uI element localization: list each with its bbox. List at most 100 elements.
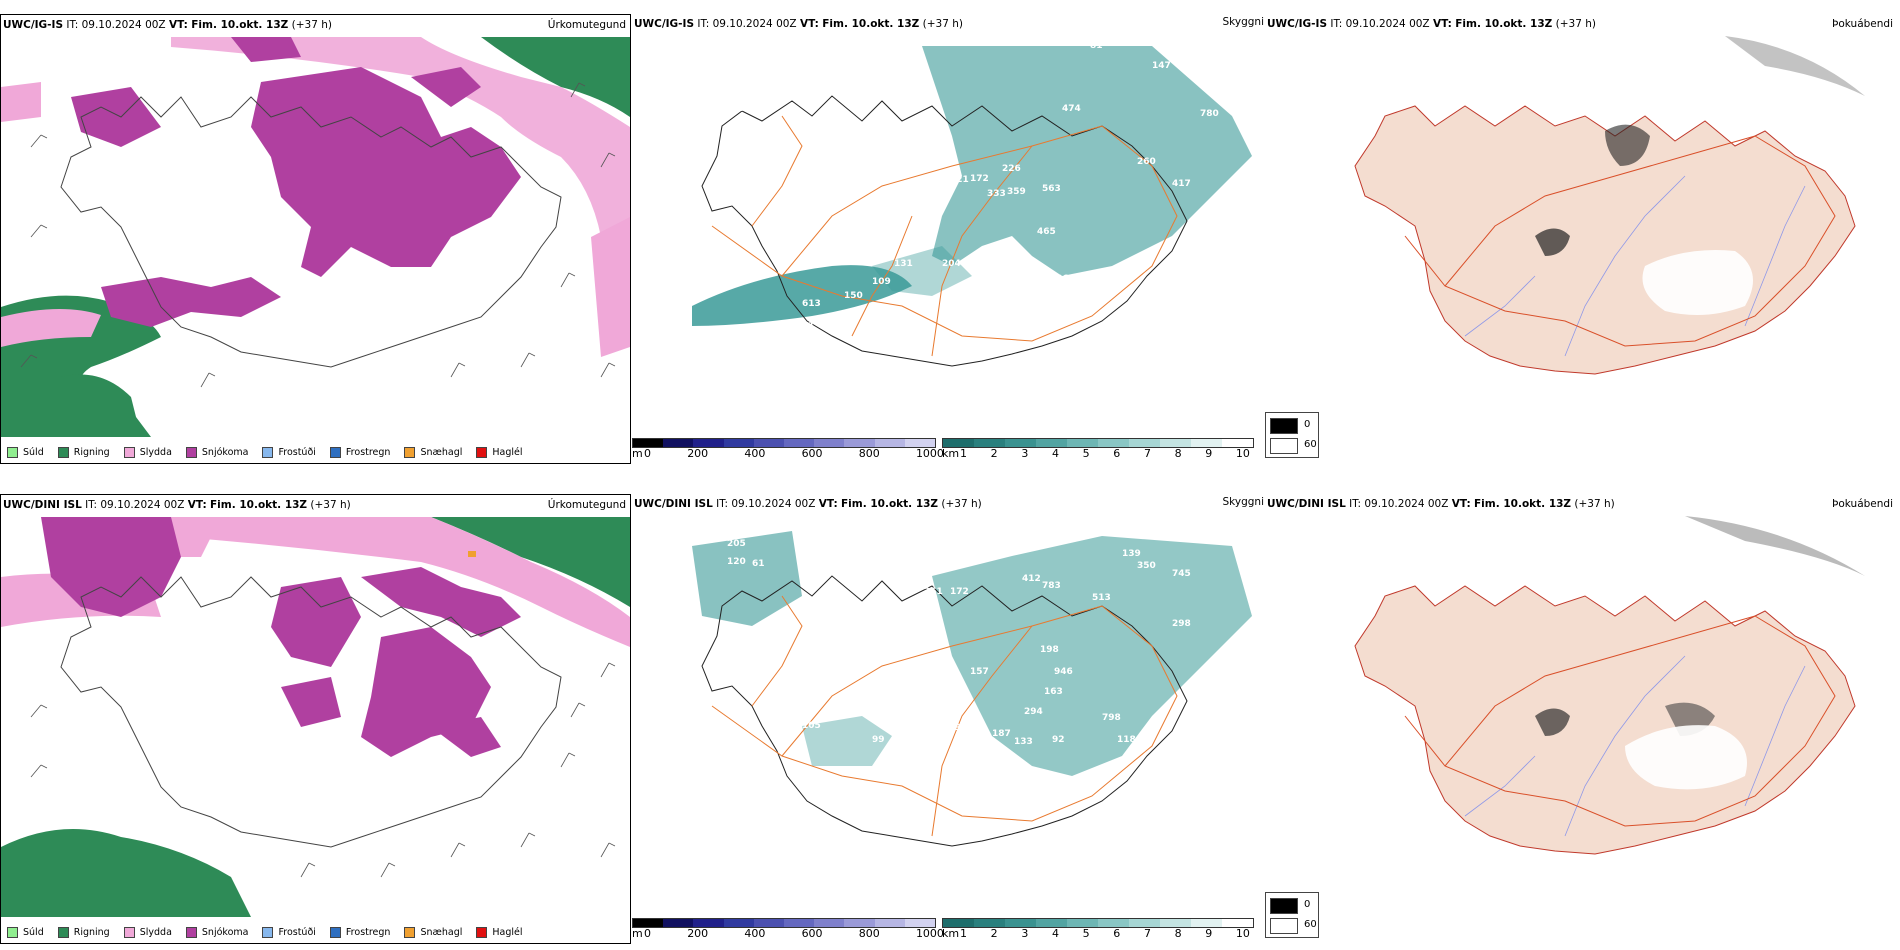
tick-label: 2 (990, 447, 998, 460)
valid-time: Fim. 10.okt. 13Z (841, 498, 939, 510)
panel-header: UWC/IG-IS IT: 09.10.2024 00Z VT: Fim. 10… (634, 18, 963, 30)
sleet-area (1, 82, 41, 122)
fog-label-dark: 0 (1304, 899, 1311, 910)
legend-item: Snjókoma (185, 447, 248, 458)
tick-label: 400 (744, 927, 766, 940)
snow-area (231, 37, 301, 62)
it-label: IT: (697, 18, 710, 30)
legend-label: Frostregn (345, 447, 391, 458)
fog-area (1625, 725, 1747, 790)
sleet-area (468, 551, 476, 557)
vis-label: 163 (1044, 687, 1063, 697)
legend-label: Rigning (73, 447, 110, 458)
vis-label: 109 (872, 277, 891, 287)
vt-label: VT: (799, 18, 819, 30)
legend-swatch (476, 927, 488, 938)
vis-label: 150 (844, 291, 863, 301)
legend-label: Haglél (492, 447, 523, 458)
fog-legend-bottom: 0 60 (1265, 892, 1319, 938)
lead-time: (+37 h) (1555, 18, 1596, 30)
tick-label: 6 (1113, 447, 1121, 460)
meter-unit: m (632, 927, 643, 940)
vis-label: 221 (950, 175, 969, 185)
legend-swatch (262, 927, 274, 938)
vis-label: 613 (802, 299, 821, 309)
legend-swatch (329, 447, 341, 458)
vis-label: 513 (1092, 593, 1111, 603)
legend-item: Snjókoma (185, 927, 248, 938)
low-visibility-area (872, 246, 972, 296)
legend-label: Frostregn (345, 927, 391, 938)
it-label: IT: (716, 498, 729, 510)
snow-area (71, 87, 161, 147)
legend-item: Snæhagl (404, 927, 462, 938)
legend-swatch (185, 927, 197, 938)
lead-time: (+37 h) (291, 19, 332, 31)
vis-label: 251 (924, 587, 943, 597)
fog-legend-top: 0 60 (1265, 412, 1319, 458)
vt-label: VT: (1432, 18, 1452, 30)
tick-label: 1 (960, 927, 967, 940)
km-unit: km (942, 927, 960, 940)
vis-label: 61 (752, 559, 765, 569)
vis-label: 118 (1117, 735, 1136, 745)
legend-item: Frostúði (262, 447, 316, 458)
meter-colorbar (632, 438, 936, 448)
visibility-value-labels: 215 81 147 638 474 780 221 172 226 563 3… (732, 37, 1219, 331)
visibility-map-top: 215 81 147 638 474 780 221 172 226 563 3… (692, 37, 1252, 367)
panel-title: Þokuábendi (1832, 18, 1893, 30)
meter-ticks: 0 200 400 600 800 1000 (644, 447, 944, 460)
fog-swatch-dark (1270, 898, 1298, 914)
vis-label: 81 (1090, 41, 1103, 51)
tick-label: 400 (744, 447, 766, 460)
legend-label: Snæhagl (420, 447, 463, 458)
rain-area (1, 829, 251, 917)
sleet-area (181, 517, 630, 647)
tick-label: 4 (1051, 927, 1059, 940)
vis-label: 99 (872, 735, 885, 745)
it-label: IT: (1330, 18, 1343, 30)
legend-swatch (185, 447, 197, 458)
legend-item: Frostúði (262, 927, 316, 938)
panel-header: UWC/DINI ISL IT: 09.10.2024 00Z VT: Fim.… (634, 498, 982, 510)
tick-label: 8 (1174, 447, 1182, 460)
tick-label: 0 (644, 447, 651, 460)
rain-area (481, 37, 630, 117)
fog-label-light: 60 (1304, 439, 1317, 450)
vis-label: 780 (1200, 109, 1219, 119)
legend-label: Slydda (139, 927, 172, 938)
snow-area (251, 67, 521, 277)
fog-swatch-dark (1270, 418, 1298, 434)
legend-item: Frostregn (329, 447, 391, 458)
legend-label: Snæhagl (420, 927, 463, 938)
model-name: UWC/DINI ISL (3, 499, 82, 511)
precip-map-bottom (1, 517, 630, 917)
tick-label: 200 (687, 927, 709, 940)
panel-header: UWC/IG-IS IT: 09.10.2024 00Z VT: Fim. 10… (3, 19, 332, 31)
sleet-area (591, 217, 630, 357)
precip-type-panel-top: UWC/IG-IS IT: 09.10.2024 00Z VT: Fim. 10… (0, 14, 631, 464)
vis-label: 131 (894, 259, 913, 269)
vt-label: VT: (187, 499, 207, 511)
tick-label: 0 (644, 927, 651, 940)
fog-swatch-light (1270, 438, 1298, 454)
vis-label: 798 (1102, 713, 1121, 723)
road-network (711, 115, 1178, 357)
river-network (1464, 175, 1806, 357)
road-network (1404, 615, 1836, 827)
tick-label: 1 (960, 447, 967, 460)
legend-item: Frostregn (329, 927, 391, 938)
tick-label: 9 (1205, 447, 1213, 460)
vis-label: 298 (1172, 619, 1191, 629)
it-label: IT: (66, 19, 79, 31)
precip-type-panel-bottom: UWC/DINI ISL IT: 09.10.2024 00Z VT: Fim.… (0, 494, 631, 944)
km-unit: km (942, 447, 960, 460)
vis-label: 172 (950, 587, 969, 597)
vis-label: 260 (1137, 157, 1156, 167)
vis-label: 359 (1007, 187, 1026, 197)
lead-time: (+37 h) (310, 499, 351, 511)
it-label: IT: (1349, 498, 1362, 510)
lead-time: (+37 h) (1574, 498, 1615, 510)
vis-label: 172 (970, 174, 989, 184)
vis-label: 563 (1042, 184, 1061, 194)
